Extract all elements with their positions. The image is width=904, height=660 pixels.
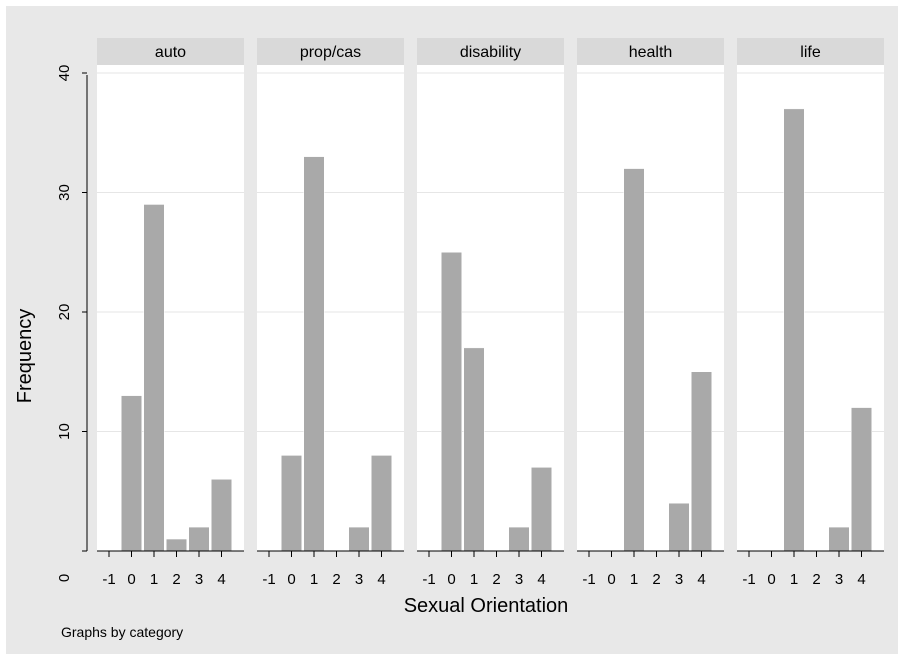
- panel-header: [737, 38, 884, 65]
- panel-title: health: [629, 44, 673, 61]
- x-tick-label: 3: [515, 571, 523, 588]
- x-tick-label: -1: [262, 571, 275, 588]
- x-tick-label: 2: [812, 571, 820, 588]
- y-tick-label: 0: [56, 574, 73, 582]
- bar: [668, 502, 690, 552]
- x-tick-label: 1: [630, 571, 638, 588]
- bar: [463, 347, 485, 552]
- x-tick-label: 2: [652, 571, 660, 588]
- panel-1: prop/cas -1 0 1 2 3 4: [257, 38, 404, 588]
- bar: [691, 371, 712, 552]
- x-tick-label: 4: [217, 571, 225, 588]
- panel-plot-area: [97, 65, 244, 551]
- bar: [143, 204, 165, 552]
- x-tick-label: 1: [150, 571, 158, 588]
- x-tick-label: 2: [332, 571, 340, 588]
- bar: [121, 395, 142, 552]
- y-axis-label: Frequency: [14, 309, 36, 404]
- x-tick-label: 1: [790, 571, 798, 588]
- x-tick-label: -1: [422, 571, 435, 588]
- panel-header: [417, 38, 564, 65]
- panel-0: auto -1 0 1 2 3 4: [97, 38, 244, 588]
- x-tick-label: 1: [310, 571, 318, 588]
- bar: [281, 455, 302, 552]
- x-tick-label: 1: [470, 571, 478, 588]
- x-tick-label: 3: [835, 571, 843, 588]
- panel-title: disability: [460, 44, 521, 61]
- x-tick-label: -1: [102, 571, 115, 588]
- x-tick-label: 0: [447, 571, 455, 588]
- panel-2: disability -1 0 1 2 3 4: [417, 38, 564, 588]
- panel-header: [577, 38, 724, 65]
- bar: [303, 156, 325, 552]
- x-tick-label: 2: [172, 571, 180, 588]
- x-tick-label: 4: [377, 571, 385, 588]
- panel-3: health -1 0 1 2 3 4: [577, 38, 724, 588]
- x-tick-label: 0: [607, 571, 615, 588]
- panel-title: prop/cas: [300, 44, 361, 61]
- panel-4: life -1 0 1 2 3 4: [737, 38, 884, 588]
- panel-header: [257, 38, 404, 65]
- x-tick-label: 3: [675, 571, 683, 588]
- bar: [623, 168, 645, 552]
- x-tick-label: -1: [582, 571, 595, 588]
- x-tick-label: 0: [767, 571, 775, 588]
- bar: [188, 526, 210, 552]
- y-tick-label: 20: [56, 304, 73, 321]
- y-tick-label: 40: [56, 65, 73, 82]
- bar: [211, 479, 232, 552]
- panel-header: [97, 38, 244, 65]
- bar: [828, 526, 850, 552]
- x-tick-label: 4: [537, 571, 545, 588]
- bar: [371, 455, 392, 552]
- by-category-note: Graphs by category: [61, 624, 183, 640]
- x-axis-label: Sexual Orientation: [404, 595, 569, 617]
- x-tick-label: 0: [127, 571, 135, 588]
- bar: [851, 407, 872, 552]
- y-tick-label: 10: [56, 423, 73, 440]
- x-tick-label: 3: [355, 571, 363, 588]
- x-tick-label: 0: [287, 571, 295, 588]
- x-tick-label: -1: [742, 571, 755, 588]
- x-tick-label: 4: [697, 571, 705, 588]
- bar: [348, 526, 370, 552]
- x-tick-label: 2: [492, 571, 500, 588]
- bar: [166, 538, 187, 552]
- bar: [531, 467, 552, 552]
- x-tick-label: 4: [857, 571, 865, 588]
- bar: [508, 526, 530, 552]
- panel-title: auto: [155, 44, 186, 61]
- bar: [441, 252, 462, 552]
- bar: [783, 108, 805, 552]
- x-tick-label: 3: [195, 571, 203, 588]
- panel-title: life: [800, 44, 821, 61]
- y-axis: 0 10 20 30 40: [56, 65, 88, 582]
- y-tick-label: 30: [56, 184, 73, 201]
